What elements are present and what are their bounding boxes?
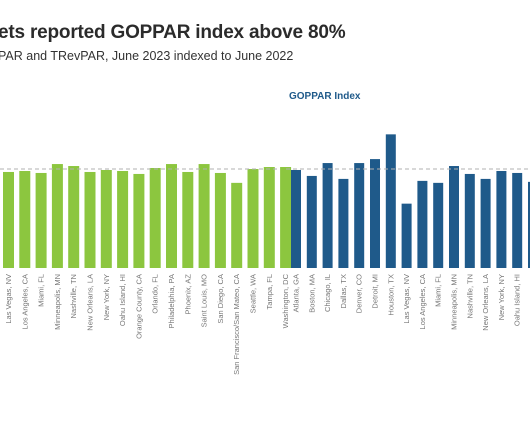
bar [231, 182, 243, 268]
bar [417, 180, 428, 268]
tick-label: New York, NY [102, 274, 111, 320]
tick-label: Los Angeles, CA [418, 274, 427, 329]
bar [263, 167, 275, 268]
bar [291, 169, 301, 268]
tick-label: Chicago, IL [323, 274, 332, 312]
tick-label: Denver, CO [355, 274, 364, 313]
bar [354, 163, 365, 268]
bar [464, 173, 475, 268]
bar [385, 134, 396, 268]
tick-label: Minneapolis, MN [53, 274, 62, 330]
tick-label: Minneapolis, MN [450, 274, 459, 330]
tick-label: New Orleans, LA [86, 274, 95, 331]
tick-label: Tampa, FL [265, 274, 274, 309]
bar [19, 170, 31, 268]
tick-label: Nashville, TN [465, 274, 474, 318]
bar [401, 203, 412, 268]
tick-label: Orange County, CA [529, 274, 530, 339]
bar [84, 171, 96, 268]
tick-label: Houston, TX [386, 274, 395, 316]
tick-label: Detroit, MI [371, 274, 380, 309]
tick-label: Boston, MA [307, 274, 316, 313]
bar [214, 172, 226, 268]
tick-label: Miami, FL [434, 274, 443, 307]
bar [68, 166, 80, 268]
tick-label: Washington, DC [281, 273, 290, 328]
bar [322, 163, 333, 268]
tick-label: Las Vegas, NV [402, 274, 411, 324]
tick-label: Orlando, FL [151, 274, 160, 314]
tick-label: Las Vegas, NV [4, 274, 13, 324]
tick-label: Oahu Island, HI [118, 274, 127, 326]
bar [433, 182, 444, 268]
tick-label: San Diego, CA [216, 274, 225, 324]
bar [100, 169, 112, 268]
bar [306, 175, 317, 268]
bar [3, 171, 14, 268]
bar [133, 173, 145, 268]
bar [166, 164, 177, 268]
tick-label: Phoenix, AZ [183, 274, 192, 315]
tick-label: Nashville, TN [69, 274, 78, 318]
chart-subtitle: PAR and TRevPAR, June 2023 indexed to Ju… [0, 49, 294, 63]
bar [182, 171, 194, 268]
chart-title: ets reported GOPPAR index above 80% [0, 22, 346, 43]
tick-label: Atlanta, GA [292, 274, 301, 312]
bar [370, 159, 380, 268]
bar [35, 172, 47, 268]
panel-title: GOPPAR Index [289, 91, 361, 102]
tick-label: Saint Louis, MO [200, 274, 209, 328]
tick-label: New York, NY [497, 274, 506, 320]
tick-label: Seattle, WA [249, 274, 258, 313]
tick-label: San Francisco/San Mateo, CA [232, 274, 241, 375]
bar [338, 178, 349, 268]
bar [480, 178, 491, 268]
tick-label: New Orleans, LA [481, 274, 490, 331]
bar [528, 181, 530, 268]
bar [198, 164, 210, 268]
tick-label: Philadelphia, PA [167, 274, 176, 328]
tick-label: Orange County, CA [134, 274, 143, 339]
tick-label: Los Angeles, CA [20, 274, 29, 329]
tick-label: Miami, FL [37, 274, 46, 307]
tick-label: Oahu Island, HI [513, 274, 522, 326]
bar [512, 172, 523, 268]
bar [496, 170, 507, 268]
bar [280, 167, 292, 268]
bar [51, 164, 63, 268]
bar [247, 169, 259, 268]
bar [449, 166, 459, 268]
bar [117, 170, 129, 268]
bar [149, 168, 161, 268]
tick-label: Dallas, TX [339, 274, 348, 308]
